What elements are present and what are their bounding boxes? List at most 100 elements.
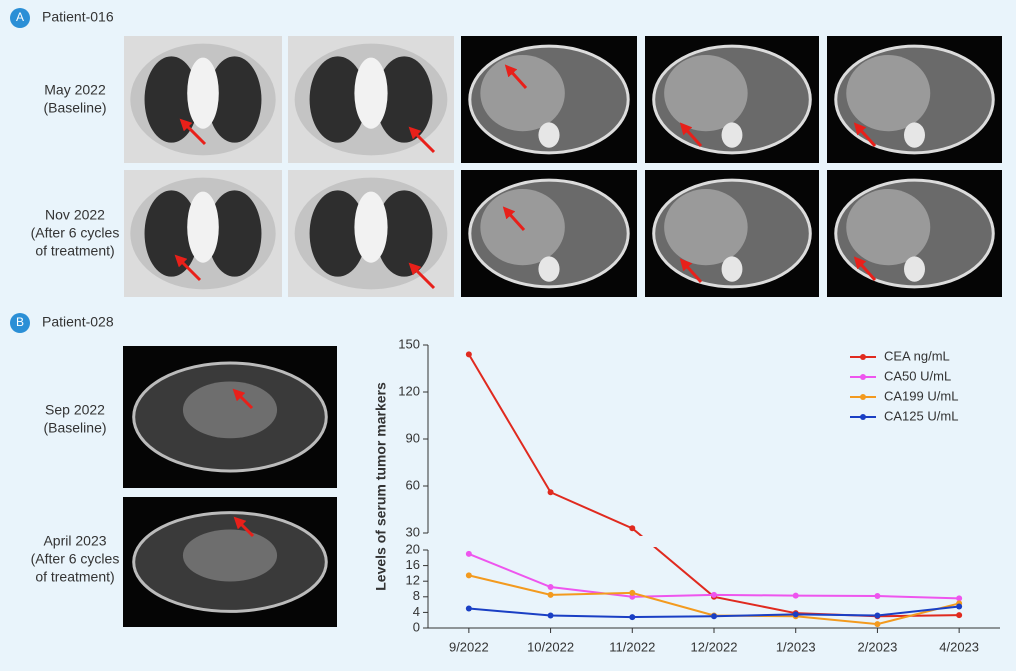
x-tick-label: 9/2022 [449, 639, 489, 654]
ct-lung [309, 190, 367, 277]
x-tick-label: 10/2022 [527, 639, 574, 654]
data-point [956, 603, 963, 610]
data-point [956, 595, 963, 602]
ct-spine [721, 256, 743, 282]
data-point [711, 591, 717, 598]
arrow [408, 126, 436, 154]
y-tick-label: 60 [406, 477, 420, 492]
ct-mediastinum [354, 191, 388, 263]
ct-lung [375, 190, 433, 277]
y-tick-label: 20 [406, 541, 420, 556]
data-point [629, 589, 636, 596]
legend-marker [860, 354, 866, 360]
panel-label: B [16, 315, 24, 329]
ct-liver [846, 55, 931, 132]
ct-lung [207, 190, 262, 277]
legend-marker [860, 374, 866, 380]
ct-lung [375, 56, 433, 143]
y-tick-label: 4 [413, 604, 420, 619]
y-tick-label: 8 [413, 588, 420, 603]
ct-spine [904, 122, 925, 148]
data-point [465, 605, 472, 612]
panel-badge [10, 313, 30, 333]
row-label: April 2023 [43, 533, 106, 549]
row-label: (Baseline) [43, 420, 106, 436]
y-tick-label: 0 [413, 619, 420, 634]
row-label: Nov 2022 [45, 207, 105, 223]
arrow [174, 254, 202, 282]
legend-marker [860, 394, 866, 400]
ct-spine [538, 122, 560, 148]
ct-mediastinum [187, 57, 219, 129]
arrow [679, 258, 703, 284]
ct-liver [664, 55, 748, 132]
mri-organ [182, 381, 278, 439]
ct-spine [721, 122, 743, 148]
row-label: May 2022 [44, 82, 106, 98]
row-label: Sep 2022 [45, 402, 105, 418]
legend-label: CEA ng/mL [884, 348, 950, 363]
data-point [792, 611, 799, 618]
legend-label: CA125 U/mL [884, 408, 958, 423]
x-tick-label: 2/2023 [858, 639, 898, 654]
data-point [547, 584, 554, 591]
ct-liver [480, 55, 565, 132]
data-point [547, 489, 554, 496]
legend-label: CA50 U/mL [884, 368, 951, 383]
data-point [629, 525, 636, 532]
y-tick-label: 150 [398, 336, 420, 351]
ct-spine [538, 256, 560, 282]
ct-liver [664, 189, 748, 266]
legend-label: CA199 U/mL [884, 388, 958, 403]
legend-marker [860, 414, 866, 420]
row-label: (After 6 cycles [31, 225, 120, 241]
arrow [233, 516, 255, 538]
y-tick-label: 30 [406, 524, 420, 539]
y-tick-label: 120 [398, 383, 420, 398]
arrow [502, 206, 526, 232]
data-point [465, 572, 472, 579]
ct-lung [309, 56, 367, 143]
row-label: of treatment) [35, 569, 114, 585]
panel-label: A [16, 10, 24, 24]
data-point [629, 614, 636, 621]
arrow [408, 262, 436, 290]
data-point [874, 593, 881, 600]
arrow [853, 256, 877, 282]
data-point [956, 612, 963, 619]
data-point [874, 621, 881, 628]
data-point [547, 591, 554, 598]
data-point [874, 612, 881, 619]
x-tick-label: 1/2023 [776, 639, 816, 654]
arrow [679, 122, 703, 148]
arrow [504, 64, 528, 90]
panel-title: Patient-016 [42, 9, 114, 25]
axis-break [430, 536, 1002, 547]
data-point [792, 592, 799, 599]
mri-organ [182, 529, 278, 582]
data-point [465, 351, 472, 358]
y-tick-label: 90 [406, 430, 420, 445]
ct-mediastinum [187, 191, 219, 263]
row-label: (After 6 cycles [31, 551, 120, 567]
ct-mediastinum [354, 57, 388, 129]
data-point [711, 613, 717, 620]
data-point [465, 550, 472, 557]
x-tick-label: 12/2022 [691, 639, 738, 654]
arrow [232, 388, 254, 410]
arrow [179, 118, 207, 146]
data-point [547, 612, 554, 619]
ct-liver [846, 189, 931, 266]
ct-lung [207, 56, 262, 143]
y-tick-label: 16 [406, 557, 420, 572]
row-label: (Baseline) [43, 100, 106, 116]
arrow [853, 122, 877, 148]
row-label: of treatment) [35, 243, 114, 259]
panel-badge [10, 8, 30, 28]
panel-title: Patient-028 [42, 314, 114, 330]
x-tick-label: 11/2022 [609, 639, 655, 654]
ct-spine [904, 256, 925, 282]
y-axis-label: Levels of serum tumor markers [373, 382, 389, 591]
y-tick-label: 12 [406, 573, 420, 588]
